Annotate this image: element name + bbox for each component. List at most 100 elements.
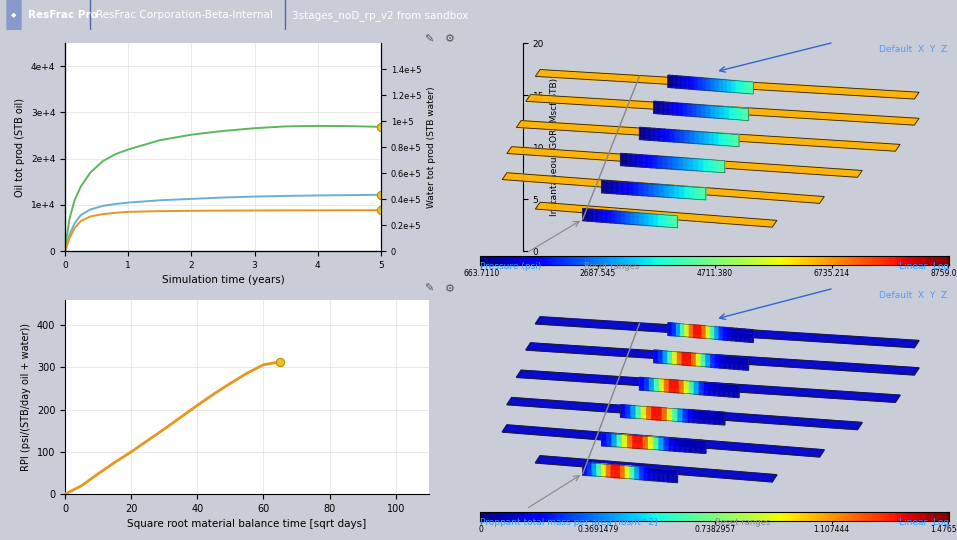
Polygon shape [741, 81, 745, 93]
Y-axis label: Water tot prod (STB water): Water tot prod (STB water) [427, 86, 435, 208]
Polygon shape [644, 128, 650, 140]
Polygon shape [709, 132, 714, 145]
Polygon shape [625, 212, 630, 224]
Polygon shape [685, 439, 690, 452]
Polygon shape [607, 181, 612, 193]
Polygon shape [685, 186, 690, 199]
Polygon shape [685, 324, 689, 337]
Polygon shape [669, 130, 675, 142]
Polygon shape [694, 131, 700, 144]
Polygon shape [602, 464, 607, 477]
Polygon shape [659, 437, 664, 450]
Polygon shape [612, 181, 617, 194]
Polygon shape [709, 383, 714, 396]
Polygon shape [621, 153, 626, 166]
Text: ⚙: ⚙ [445, 35, 455, 44]
Polygon shape [654, 437, 659, 450]
Polygon shape [682, 352, 687, 365]
Polygon shape [692, 104, 697, 117]
Polygon shape [621, 212, 625, 224]
Polygon shape [630, 466, 634, 479]
Polygon shape [684, 381, 689, 394]
Polygon shape [597, 463, 602, 476]
Text: ✕: ✕ [934, 8, 946, 22]
Polygon shape [720, 355, 724, 368]
Polygon shape [633, 183, 638, 195]
Polygon shape [647, 407, 652, 420]
Polygon shape [675, 186, 679, 198]
Polygon shape [649, 184, 654, 197]
Text: ✎: ✎ [424, 35, 434, 44]
Polygon shape [702, 78, 706, 90]
Polygon shape [698, 78, 702, 90]
Polygon shape [727, 80, 732, 92]
Polygon shape [736, 80, 741, 93]
Polygon shape [668, 469, 673, 482]
Polygon shape [639, 213, 644, 225]
Polygon shape [685, 77, 689, 89]
Polygon shape [616, 465, 621, 478]
Polygon shape [716, 106, 720, 118]
Text: Reset ranges: Reset ranges [584, 262, 639, 271]
Text: □: □ [901, 8, 914, 22]
Polygon shape [655, 129, 659, 141]
Polygon shape [658, 350, 663, 363]
Polygon shape [689, 77, 694, 89]
Polygon shape [711, 79, 715, 91]
Polygon shape [698, 325, 702, 338]
Polygon shape [706, 326, 711, 339]
Polygon shape [715, 411, 720, 424]
Polygon shape [745, 82, 749, 94]
Polygon shape [724, 107, 729, 119]
Polygon shape [631, 154, 636, 166]
Text: Linear  Log: Linear Log [900, 518, 949, 528]
Text: Default  X  Y  Z: Default X Y Z [879, 291, 947, 300]
Polygon shape [612, 465, 616, 478]
Polygon shape [729, 384, 734, 397]
Polygon shape [649, 468, 654, 481]
Polygon shape [683, 409, 688, 422]
Polygon shape [689, 325, 694, 338]
Polygon shape [654, 214, 658, 226]
Polygon shape [644, 467, 649, 480]
Polygon shape [734, 356, 739, 369]
Polygon shape [680, 324, 685, 337]
Polygon shape [697, 105, 701, 117]
Polygon shape [701, 441, 706, 454]
Polygon shape [583, 208, 588, 221]
Polygon shape [634, 467, 639, 480]
Polygon shape [664, 438, 669, 451]
Text: ◆: ◆ [11, 12, 16, 18]
Polygon shape [535, 456, 777, 482]
Polygon shape [641, 406, 647, 419]
Polygon shape [701, 187, 706, 200]
Polygon shape [688, 410, 694, 423]
X-axis label: Square root material balance time [sqrt days]: Square root material balance time [sqrt … [127, 519, 367, 529]
Polygon shape [690, 440, 696, 453]
Text: Linear  Log: Linear Log [900, 262, 949, 271]
Polygon shape [749, 82, 753, 94]
Polygon shape [675, 438, 679, 451]
Polygon shape [694, 382, 700, 395]
Polygon shape [588, 463, 592, 476]
Polygon shape [654, 350, 658, 363]
Polygon shape [639, 127, 644, 140]
Polygon shape [602, 210, 607, 222]
Polygon shape [696, 187, 701, 200]
Polygon shape [673, 470, 678, 483]
Polygon shape [736, 328, 741, 341]
Polygon shape [659, 185, 664, 197]
Polygon shape [672, 323, 677, 336]
Polygon shape [679, 186, 685, 199]
Polygon shape [714, 383, 719, 396]
Polygon shape [724, 133, 729, 146]
Text: ⚙: ⚙ [445, 284, 455, 294]
Polygon shape [706, 78, 711, 91]
Polygon shape [749, 329, 753, 342]
Polygon shape [662, 408, 668, 421]
Polygon shape [652, 156, 657, 168]
Polygon shape [602, 433, 607, 446]
Polygon shape [683, 158, 688, 170]
Text: Pressure (psi): Pressure (psi) [480, 262, 542, 271]
Polygon shape [502, 173, 824, 204]
